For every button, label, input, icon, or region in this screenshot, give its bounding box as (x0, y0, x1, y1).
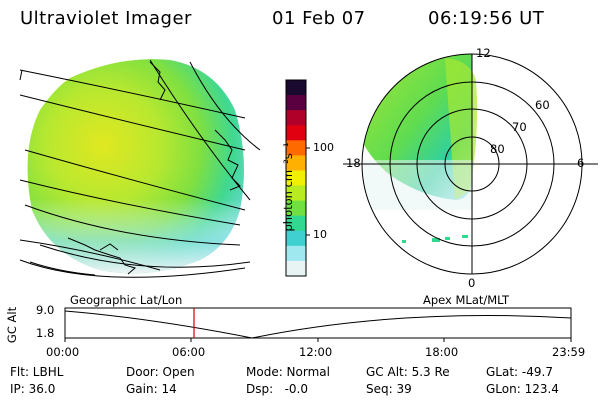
mlt-label-12: 12 (476, 46, 491, 60)
glon-value: GLon: 123.4 (486, 382, 559, 396)
coastline-outline (67, 61, 241, 275)
colorbar-swatch (286, 215, 306, 232)
colorbar-swatch (286, 185, 306, 202)
time-tick-2359: 23:59 (552, 345, 586, 359)
mlt-label-0: 0 (468, 276, 476, 290)
time-tick-1800: 18:00 (425, 345, 459, 359)
colorbar-swatch (286, 155, 306, 171)
door-status: Door: Open (126, 365, 195, 379)
mlt-label-6: 6 (577, 156, 585, 170)
colorbar-unit-label: photon cm⁻²s⁻¹ (281, 142, 295, 232)
seq-value: Seq: 39 (366, 382, 412, 396)
time-tick-0600: 06:00 (172, 345, 206, 359)
colorbar-tick-100: 100 (313, 141, 334, 154)
colorbar-swatch (286, 260, 306, 277)
ip-value: IP: 36.0 (10, 382, 56, 396)
geographic-label: Geographic Lat/Lon (70, 293, 183, 307)
gc-altitude-value: GC Alt: 5.3 Re (366, 365, 450, 379)
colorbar-swatch (286, 200, 306, 217)
colorbar-swatch (286, 170, 306, 187)
polar-grid (343, 53, 598, 275)
time-tick-1200: 12:00 (299, 345, 333, 359)
color-scale-bar (285, 79, 310, 277)
polar-auroral-image (362, 54, 478, 243)
colorbar-swatch (286, 95, 306, 111)
altitude-plot (64, 307, 572, 342)
observation-time: 06:19:56 UT (428, 8, 545, 29)
glat-value: GLat: -49.7 (486, 365, 553, 379)
alt-tick-9: 9.0 (36, 303, 55, 317)
alt-axis-title: GC Alt (5, 306, 20, 344)
filter-value: Flt: LBHL (10, 365, 64, 379)
geographic-grid-lines (19, 59, 261, 278)
observation-date: 01 Feb 07 (272, 8, 366, 29)
geographic-auroral-image (27, 59, 244, 274)
mlat-label-70: 70 (512, 120, 527, 134)
colorbar-swatch (286, 80, 306, 96)
alt-tick-1-8: 1.8 (36, 326, 55, 340)
colorbar-swatch (286, 245, 306, 262)
colorbar-swatch (286, 110, 306, 126)
mode-status: Mode: Normal (246, 365, 330, 379)
mlt-label-18: 18 (346, 156, 361, 170)
colorbar-tick-10: 10 (313, 228, 327, 241)
time-tick-0000: 00:00 (46, 345, 80, 359)
colorbar-swatch (286, 230, 306, 247)
instrument-title: Ultraviolet Imager (20, 8, 192, 29)
dsp-value: Dsp: -0.0 (246, 382, 309, 396)
gain-value: Gain: 14 (126, 382, 177, 396)
mlat-label-60: 60 (535, 98, 550, 112)
mlat-label-80: 80 (490, 142, 505, 156)
apex-label: Apex MLat/MLT (423, 293, 510, 307)
colorbar-swatch (286, 125, 306, 141)
colorbar-swatch (286, 140, 306, 156)
